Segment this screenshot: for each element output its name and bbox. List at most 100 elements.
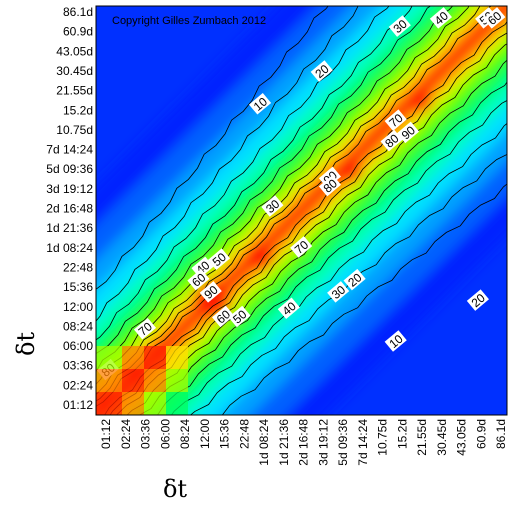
contour-line xyxy=(221,183,507,415)
x-tick-label: 10.75d xyxy=(376,419,390,456)
heatmap-cell xyxy=(144,392,166,415)
y-axis-label: δt xyxy=(12,332,40,356)
contour-label-bg xyxy=(290,236,313,258)
x-tick-label: 22:48 xyxy=(237,419,251,449)
x-tick-label: 86.1d xyxy=(494,419,508,449)
y-tick-label: 10.75d xyxy=(56,123,93,137)
y-tick-labels: 01:12 02:24 03:36 06:00 08:24 12:00 15:36 22:48… xyxy=(46,5,93,412)
contour-line xyxy=(96,6,470,396)
heatmap-cell xyxy=(166,346,188,369)
contour-line xyxy=(189,153,507,415)
y-tick-label: 01:12 xyxy=(63,398,93,412)
contour-label-bg xyxy=(384,109,407,131)
x-axis-label: δt xyxy=(163,475,187,503)
contour-label-bg xyxy=(133,317,157,340)
contour-label: 90 xyxy=(199,281,222,303)
heatmap-cell xyxy=(144,346,166,369)
contour-label-bg xyxy=(207,248,231,270)
contour-label: 20 xyxy=(343,268,366,291)
contour-label: 50 xyxy=(228,305,251,328)
contour-line xyxy=(96,6,481,402)
contour-label: 60 xyxy=(483,7,506,29)
x-tick-label: 60.9d xyxy=(474,419,488,449)
heatmap-peak xyxy=(246,242,274,270)
x-tick-label: 5d 09:36 xyxy=(336,419,350,466)
contour-label: 80 xyxy=(380,129,403,152)
x-tick-label: 03:36 xyxy=(139,419,153,449)
contour-line xyxy=(171,122,507,415)
contour-label: 70 xyxy=(384,109,407,131)
contour-label: 40 xyxy=(429,7,452,29)
y-tick-label: 5d 09:36 xyxy=(46,162,93,176)
heatmap-cells xyxy=(96,346,188,415)
y-tick-label: 08:24 xyxy=(63,319,93,333)
contour-line xyxy=(96,6,329,290)
x-tick-label: 3d 19:12 xyxy=(316,419,330,466)
y-tick-label: 15:36 xyxy=(63,280,93,294)
contour-labels: 1020304050601020304050607080909080706050… xyxy=(96,7,506,381)
contour-label: 40 xyxy=(277,297,300,320)
contour-label-bg xyxy=(388,15,411,37)
heatmap-band xyxy=(96,6,507,415)
contour-label-bg xyxy=(249,93,272,115)
x-tick-label: 1d 21:36 xyxy=(277,419,291,466)
heatmap-cell xyxy=(96,346,122,369)
heatmap-cell xyxy=(166,392,188,415)
y-tick-label: 30.45d xyxy=(56,64,93,78)
heatmap-cell xyxy=(96,392,122,415)
y-tick-label: 22:48 xyxy=(63,260,93,274)
y-tick-label: 06:00 xyxy=(63,339,93,353)
y-tick-label: 2d 16:48 xyxy=(46,202,93,216)
contour-label: 10 xyxy=(384,330,407,352)
copyright-annotation: Copyright Gilles Zumbach 2012 xyxy=(112,15,266,27)
x-tick-label: 30.45d xyxy=(435,419,449,456)
contour-line xyxy=(96,6,492,407)
contour-line xyxy=(138,81,507,415)
contour-label-bg xyxy=(318,174,342,197)
contour-label: 70 xyxy=(133,317,157,340)
heatmap-cell xyxy=(122,346,144,369)
y-tick-label: 1d 08:24 xyxy=(46,241,93,255)
y-tick-label: 12:00 xyxy=(63,300,93,314)
contour-label-bg xyxy=(199,281,222,303)
x-tick-label: 01:12 xyxy=(99,419,113,449)
y-tick-label: 43.05d xyxy=(56,44,93,58)
x-tick-label: 1d 08:24 xyxy=(257,419,271,466)
contour-label-bg xyxy=(429,7,452,29)
contour-label-bg xyxy=(327,281,350,303)
y-tick-label: 1d 21:36 xyxy=(46,221,93,235)
contour-label-bg xyxy=(384,330,407,352)
contour-label-bg xyxy=(380,129,403,152)
y-tick-label: 15.2d xyxy=(63,103,93,117)
heatmap-bands xyxy=(96,6,507,415)
heatmap-peak xyxy=(408,88,432,112)
contour-label: 60 xyxy=(187,268,210,291)
x-tick-label: 7d 14:24 xyxy=(356,419,370,466)
contour-label: 70 xyxy=(290,236,313,258)
heatmap-cell xyxy=(122,369,144,392)
contour-label: 30 xyxy=(261,195,284,217)
contour-label-bg xyxy=(343,268,366,291)
y-tick-label: 03:36 xyxy=(63,359,93,373)
y-tick-label: 86.1d xyxy=(63,5,93,19)
y-tick-label: 3d 19:12 xyxy=(46,182,93,196)
y-tick-label: 21.55d xyxy=(56,84,93,98)
contour-label-bg xyxy=(466,289,489,311)
contour-label-bg xyxy=(310,60,333,82)
x-tick-label: 21.55d xyxy=(415,419,429,456)
contour-line xyxy=(96,6,390,341)
contour-label: 50 xyxy=(207,248,231,270)
heatmap-peak xyxy=(338,158,362,182)
contour-label: 30 xyxy=(327,281,350,303)
contour-label: 10 xyxy=(249,93,272,115)
heatmap-cell xyxy=(122,392,144,415)
contour-label-bg xyxy=(483,7,506,29)
y-tick-label: 60.9d xyxy=(63,25,93,39)
contour-label-bg xyxy=(396,121,420,144)
x-tick-label: 12:00 xyxy=(198,419,212,449)
x-tick-label: 08:24 xyxy=(178,419,192,449)
plot-frame xyxy=(95,5,508,416)
heatmap-cell xyxy=(144,369,166,392)
contour-label: 60 xyxy=(212,305,235,328)
